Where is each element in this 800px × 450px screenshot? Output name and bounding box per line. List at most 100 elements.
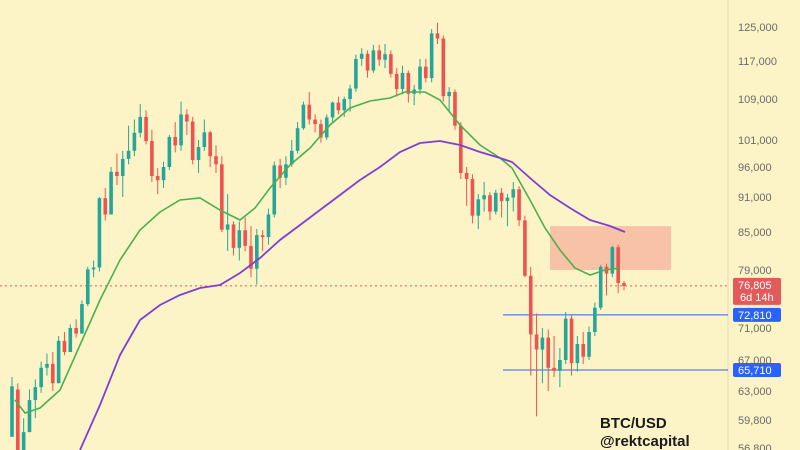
candle: [313, 114, 317, 133]
candle: [447, 87, 451, 112]
ema-fast-line: [14, 91, 621, 414]
candle: [458, 122, 463, 179]
candle-body: [389, 54, 393, 74]
candle: [120, 150, 125, 197]
candle: [441, 35, 446, 102]
y-tick-label: 59,800: [738, 415, 772, 427]
candle: [406, 70, 411, 103]
candle-body: [278, 165, 282, 178]
candle-body: [552, 367, 556, 371]
candle: [155, 168, 160, 194]
candle-body: [50, 363, 55, 384]
candle-body: [185, 114, 189, 122]
candle-body: [563, 318, 568, 360]
candle-body: [120, 158, 125, 176]
candle-body: [289, 150, 294, 165]
candle-body: [616, 247, 620, 284]
y-tick-label: 125,000: [738, 22, 778, 34]
candle: [161, 161, 166, 188]
current-price-label: 76,805: [738, 280, 772, 292]
candle-body: [115, 171, 119, 176]
level-price-label: 72,810: [738, 310, 772, 322]
candle-body: [359, 53, 364, 59]
candle: [464, 167, 469, 206]
candle: [190, 116, 195, 165]
candle-body: [260, 235, 265, 238]
candle-body: [10, 386, 14, 437]
candle: [45, 353, 49, 376]
candle: [523, 215, 527, 278]
y-tick-label: 85,000: [738, 227, 772, 239]
candle: [324, 114, 329, 140]
candle-body: [470, 179, 475, 216]
candle: [266, 208, 271, 245]
candle-body: [62, 340, 67, 352]
candle: [575, 336, 580, 372]
candle-body: [558, 360, 562, 371]
candle: [389, 50, 393, 78]
candle: [546, 329, 551, 391]
candle-body: [208, 132, 212, 157]
candle-body: [214, 156, 218, 165]
candle-body: [85, 269, 90, 305]
candle-body: [569, 318, 574, 364]
candle: [231, 221, 236, 256]
candle-body: [587, 332, 591, 357]
candle: [563, 312, 568, 364]
candle: [103, 188, 108, 221]
candle: [97, 197, 102, 272]
candle: [10, 377, 14, 437]
candle: [540, 328, 545, 384]
candle: [587, 326, 591, 360]
candle-body: [324, 117, 329, 138]
candle-body: [365, 53, 370, 71]
candle-countdown-label: 6d 14h: [740, 292, 774, 304]
y-tick-label: 96,000: [738, 162, 772, 174]
candle-body: [266, 214, 271, 238]
candle: [39, 361, 43, 393]
candle: [359, 48, 364, 66]
candle-body: [534, 334, 539, 350]
candle-body: [56, 340, 61, 384]
y-tick-label: 79,000: [738, 265, 772, 277]
candle-body: [173, 136, 178, 146]
candle-body: [97, 198, 102, 268]
candle-body: [231, 224, 236, 248]
candle-body: [74, 328, 78, 334]
candle-body: [336, 102, 341, 111]
candle-body: [400, 72, 405, 90]
candle: [488, 192, 492, 221]
candle: [453, 89, 457, 130]
candle-body: [225, 224, 230, 230]
candle: [243, 217, 247, 251]
candle: [435, 22, 440, 44]
candle-body: [27, 400, 32, 433]
candle: [330, 101, 335, 123]
candle-body: [126, 150, 131, 159]
ema-slow-line: [79, 140, 626, 450]
candle: [109, 167, 113, 215]
candle: [499, 188, 504, 218]
candle: [150, 129, 154, 182]
candle-body: [499, 192, 504, 202]
candle: [383, 44, 387, 69]
candle-body: [441, 38, 446, 97]
candle-body: [581, 344, 586, 357]
candle: [569, 314, 574, 376]
candle: [534, 313, 539, 417]
candle: [214, 145, 218, 173]
candle-body: [284, 164, 288, 178]
candle: [301, 101, 306, 130]
candle-body: [295, 128, 300, 151]
candle: [278, 158, 282, 188]
candle: [394, 68, 399, 97]
candle: [138, 104, 143, 138]
y-tick-label: 71,000: [738, 323, 772, 335]
candle: [202, 119, 207, 151]
support-levels: [503, 314, 728, 371]
candle-body: [622, 283, 626, 286]
candle: [272, 161, 277, 218]
candle-body: [150, 141, 154, 176]
